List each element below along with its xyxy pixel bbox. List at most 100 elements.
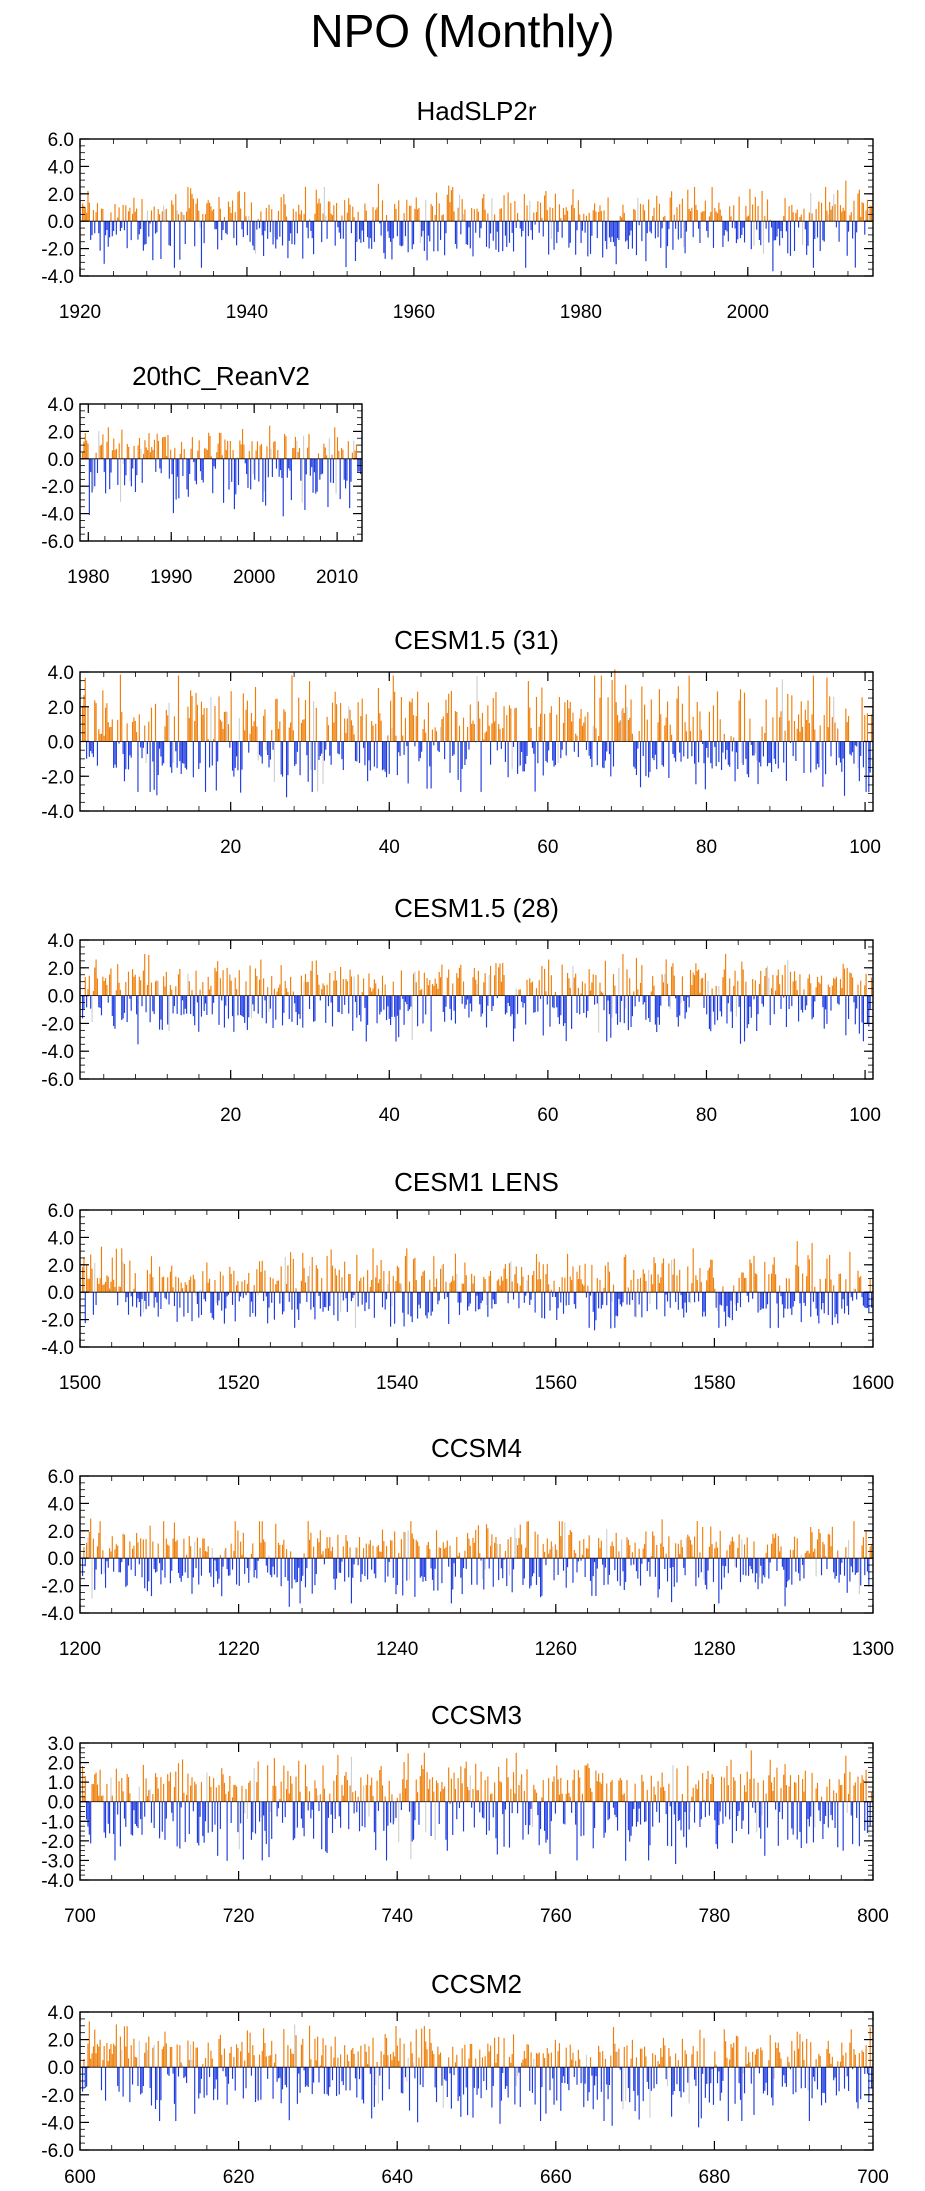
bar	[616, 221, 619, 239]
bar	[758, 741, 760, 763]
bar	[558, 204, 561, 222]
bar	[841, 1558, 843, 1563]
bar	[519, 1285, 521, 1293]
bar	[164, 210, 166, 222]
bar	[445, 1281, 447, 1293]
y-tick-label: 0.0	[48, 987, 74, 1008]
bar	[433, 221, 435, 252]
bar	[498, 967, 500, 996]
bar	[277, 2067, 280, 2079]
bar	[408, 1281, 411, 1293]
bar	[866, 199, 869, 222]
bar	[539, 1558, 542, 1598]
bar	[484, 1279, 486, 1293]
bar	[680, 995, 682, 1003]
bar	[114, 1801, 116, 1861]
bar	[568, 708, 570, 742]
bar	[811, 1532, 813, 1559]
bar	[544, 713, 546, 742]
bar	[808, 1259, 810, 1293]
bar	[92, 990, 94, 996]
bar	[552, 1292, 554, 1298]
bar	[652, 1531, 654, 1559]
bar	[284, 980, 286, 996]
bar	[675, 741, 677, 762]
bar	[387, 1801, 389, 1826]
bar	[870, 206, 873, 222]
bar	[186, 1284, 188, 1293]
bar	[244, 2060, 246, 2068]
bar	[217, 443, 219, 459]
bar	[100, 208, 103, 222]
bar	[269, 995, 271, 1009]
bar	[100, 1796, 103, 1802]
bar	[202, 1801, 204, 1837]
bar	[154, 1773, 157, 1802]
bar	[462, 1801, 465, 1832]
bar	[553, 995, 555, 1009]
bar	[268, 1555, 270, 1559]
bar	[834, 1558, 836, 1579]
bar	[629, 221, 631, 236]
bar	[402, 1292, 404, 1313]
bar	[826, 210, 828, 222]
bar	[233, 1270, 235, 1293]
y-tick-label: 2.0	[48, 1754, 74, 1775]
bar	[130, 995, 132, 1011]
bar	[860, 1558, 862, 1586]
y-tick-label: -6.0	[41, 532, 74, 553]
bar	[507, 192, 509, 222]
bar	[839, 741, 842, 763]
bar	[109, 974, 111, 996]
bar	[391, 1292, 393, 1307]
bar	[579, 1540, 581, 1559]
bar	[760, 221, 762, 246]
bar	[512, 1772, 515, 1802]
bar	[860, 1783, 862, 1802]
panel-2: 4.02.00.0-2.0-4.020 40 60 80 100	[41, 663, 881, 858]
bar	[113, 221, 115, 232]
bar	[84, 677, 86, 742]
bar	[340, 2054, 342, 2068]
bar	[164, 2031, 166, 2068]
bar	[766, 741, 769, 767]
bar	[394, 1292, 396, 1324]
bar	[549, 207, 551, 222]
bar	[238, 1801, 240, 1850]
bar	[465, 2067, 467, 2088]
bar	[468, 741, 470, 750]
bar	[831, 1801, 833, 1821]
bar	[572, 965, 574, 996]
bar	[198, 1558, 200, 1585]
bar	[167, 1774, 169, 1802]
bar	[294, 221, 296, 245]
bar	[338, 995, 340, 1013]
bar	[779, 1551, 781, 1559]
bar	[631, 733, 633, 742]
bar	[468, 1790, 470, 1802]
bar	[226, 711, 228, 742]
bar	[415, 1779, 417, 1802]
bar	[121, 2049, 123, 2068]
x-tick-label: 1980	[560, 302, 602, 323]
bar	[672, 963, 674, 996]
bar	[322, 1765, 324, 1802]
bar	[467, 1786, 469, 1802]
bar	[335, 1775, 338, 1802]
bar	[657, 995, 659, 1018]
bar	[130, 221, 132, 241]
bar	[142, 970, 144, 996]
bar	[310, 221, 312, 231]
bar	[145, 741, 147, 764]
bar	[221, 1558, 223, 1597]
x-tick-label: 2000	[727, 302, 769, 323]
bar	[102, 434, 104, 459]
bar	[202, 2064, 204, 2068]
bar	[83, 2058, 85, 2068]
bar	[499, 963, 501, 996]
bar	[800, 1554, 802, 1559]
bar	[122, 1533, 124, 1559]
bar	[708, 1546, 710, 1559]
bar	[310, 1532, 312, 1559]
bar	[217, 1558, 219, 1584]
